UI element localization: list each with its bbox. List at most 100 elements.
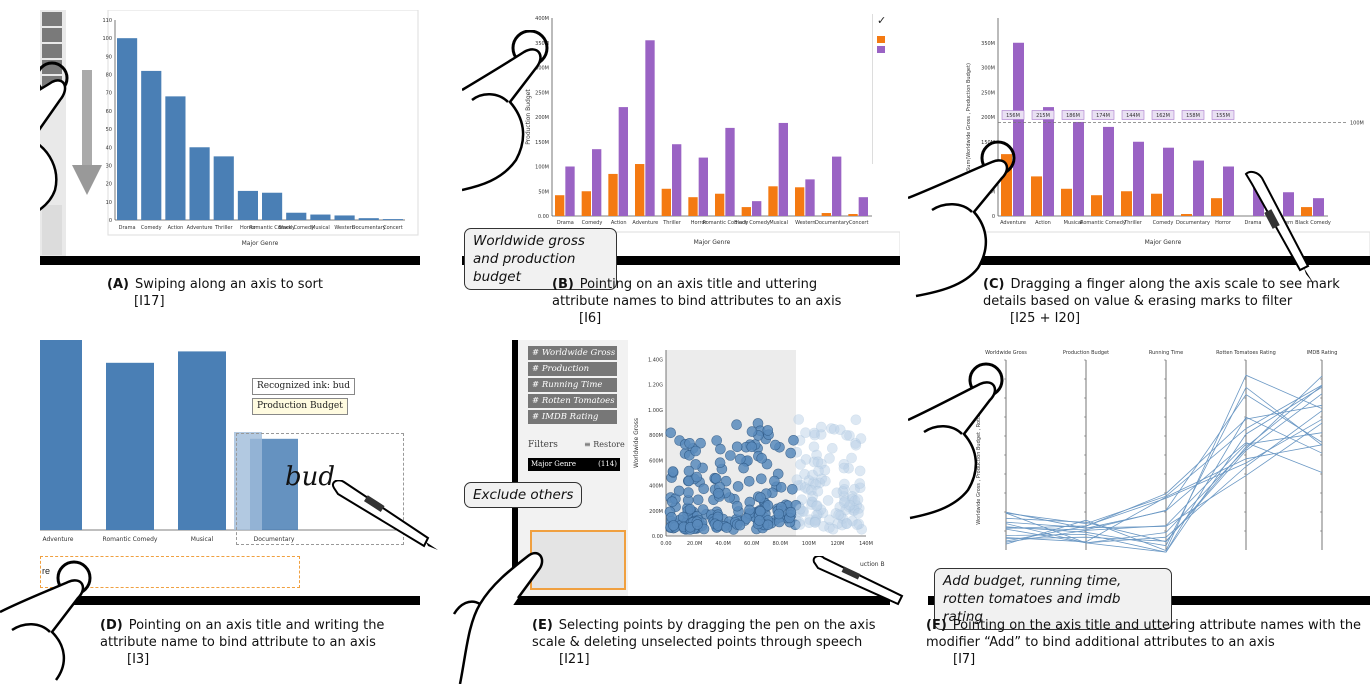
suggestion-production-budget[interactable]: Production Budget — [252, 398, 348, 415]
mark-detail-badge — [1151, 110, 1175, 120]
bar-documentary-s2 — [832, 156, 842, 216]
x-tick-label: Musical — [769, 220, 788, 226]
chart-frame — [107, 10, 419, 236]
scatter-point — [812, 456, 824, 468]
mark-detail-badge — [1091, 110, 1115, 120]
panel-f-screen: Worldwide Gross Production Budget Running … — [966, 340, 1370, 596]
mark-detail-badge — [1031, 110, 1055, 120]
bar-musical-s1 — [768, 186, 778, 216]
x-tick-label: 0.00 — [660, 541, 671, 547]
scatter-point — [827, 523, 839, 535]
panel-a-screen: 0 10 20 30 40 50 60 70 80 90 100 110 Drama Comedy Acti… — [40, 10, 420, 262]
scatter-point — [666, 496, 678, 507]
scatter-point — [850, 414, 862, 426]
attr-imdb-rating[interactable]: # IMDB Rating — [528, 410, 617, 424]
pc-axis-title: Running Time — [1149, 350, 1183, 356]
mark-detail-label: 174M — [1096, 113, 1110, 119]
x-tick-label: Concert — [849, 220, 869, 226]
bar-drama — [117, 38, 138, 220]
panel-e-bezel — [512, 596, 890, 605]
caption-e: (E) Selecting points by dragging the pen … — [532, 618, 876, 667]
scatter-point — [673, 485, 685, 497]
x-tick-label: Black Comedy — [734, 220, 770, 226]
y-tick-label: 100M — [535, 165, 549, 171]
axis-title-dropzone[interactable] — [40, 556, 300, 588]
bar-thriller-s2 — [672, 144, 682, 216]
scatter-point — [828, 424, 840, 435]
panel-a-sidebar — [40, 10, 66, 262]
x-tick-label: Comedy — [1153, 220, 1174, 226]
mark-detail-label: 186M — [1066, 113, 1080, 119]
panel-b-screen: 0.00 50M 100M 150M 200M 250M 300M 350M 400M Drama… — [522, 10, 900, 262]
attr-worldwide-gross[interactable]: # Worldwide Gross — [528, 346, 617, 360]
y-tick-label: 90 — [106, 54, 112, 60]
x-tick-label: Action — [1035, 220, 1051, 226]
y-axis-title: Worldwide Gross — [633, 418, 640, 468]
bar-horror-s1 — [1211, 198, 1222, 216]
scatter-point — [839, 478, 850, 490]
attr-production-budget[interactable]: # Production Budget — [528, 362, 617, 388]
panel-a-bezel — [40, 256, 420, 265]
caption-c: (C) Dragging a finger along the axis scal… — [983, 277, 1340, 326]
scatter-point — [695, 437, 706, 449]
pc-line — [1005, 418, 1323, 529]
panel-c: 0 50M 100M 150M 200M 250M 300M 350M Adventure Act… — [908, 0, 1370, 330]
mark-detail-label: 162M — [1156, 113, 1170, 119]
recognized-ink-label: Recognized ink: bud — [252, 378, 356, 395]
scatter-point — [755, 492, 766, 503]
scatter-point — [770, 439, 781, 451]
scatter-point — [713, 488, 724, 499]
touchpad-zone[interactable] — [530, 530, 626, 590]
panel-a-bar-chart: 0 10 20 30 40 50 60 70 80 90 100 110 Drama Comedy Acti… — [102, 10, 419, 247]
y-tick-label: 20 — [106, 182, 112, 188]
x-tick-label: Musical — [311, 225, 330, 231]
mark-detail-label: 156M — [1006, 113, 1020, 119]
panel-f-parallel-coordinates: Worldwide Gross Production Budget Running … — [976, 350, 1337, 553]
scatter-point — [851, 519, 863, 530]
x-axis-title: Major Genre — [242, 240, 279, 247]
bar-musical — [310, 214, 331, 220]
pc-line — [1005, 393, 1323, 531]
mark-detail-badge — [1001, 110, 1025, 120]
y-tick-label: 1.40G — [648, 357, 663, 363]
scatter-point — [731, 441, 743, 453]
bar-comedy-s2 — [592, 149, 602, 216]
restore-button[interactable]: ≡ Restore — [584, 440, 625, 449]
panel-d: Adventure Romantic Comedy Musical Documenta… — [0, 340, 460, 684]
bar-black-comedy-s1 — [741, 207, 751, 216]
bar-action — [165, 96, 186, 220]
scatter-point — [731, 419, 742, 430]
bar-adventure — [40, 340, 82, 530]
scatter-point — [683, 487, 694, 498]
bar-romantic-comedy-s1 — [1091, 195, 1102, 216]
scatter-point — [691, 471, 703, 483]
speech-bubble-e: Exclude others — [464, 482, 583, 508]
x-tick-label: Drama — [119, 225, 136, 231]
pc-line — [1005, 416, 1323, 553]
bar-black-comedy-s1 — [1301, 207, 1312, 216]
pc-line — [1005, 386, 1323, 547]
filter-major-genre[interactable]: Major Genre (114) — [528, 458, 620, 471]
pc-line — [1005, 384, 1323, 525]
scatter-point — [738, 462, 749, 474]
attr-running-time[interactable]: # Running Time — [528, 378, 617, 392]
checkmark-icon: ✓ — [877, 15, 887, 27]
scatter-point — [791, 474, 803, 485]
x-tick-label: Adventure — [1000, 220, 1026, 226]
mark-detail-badge — [1181, 110, 1205, 120]
scatter-point — [715, 443, 726, 455]
panel-c-bar-chart: 0 50M 100M 150M 200M 250M 300M 350M Adventure Act… — [958, 18, 1370, 259]
x-tick-label: Documentary — [254, 536, 295, 543]
panel-a: 0 10 20 30 40 50 60 70 80 90 100 110 Drama Comedy Acti… — [40, 0, 420, 330]
x-axis-title: Major Genre — [694, 239, 731, 246]
scatter-point — [809, 517, 821, 528]
bar-drama-s2 — [565, 166, 575, 216]
x-tick-label: 40.0M — [715, 541, 730, 547]
scatter-point — [853, 508, 864, 519]
mark-detail-label: 215M — [1036, 113, 1050, 119]
attr-rotten-tomatoes[interactable]: # Rotten Tomatoes Rating — [528, 394, 617, 420]
x-tick-label: Thriller — [1123, 220, 1143, 226]
bar-musical — [178, 351, 226, 530]
x-tick-label: Romantic Comedy — [702, 220, 748, 226]
panel-e-screen: # Worldwide Gross # Production Budget # … — [512, 340, 890, 596]
